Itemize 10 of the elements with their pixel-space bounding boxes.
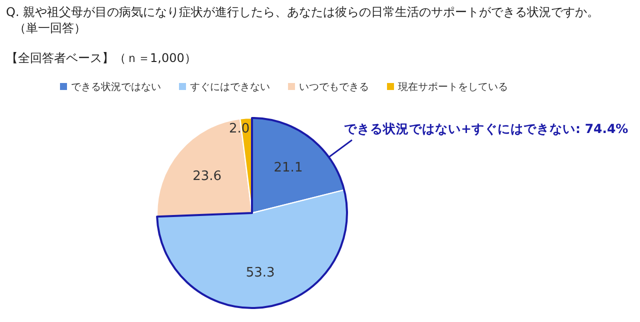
legend-label: できる状況ではない [71,81,161,93]
legend-label: いつでもできる [299,82,369,93]
text: できる状況ではない+すぐにはできない: 74.4% [344,121,629,136]
data-label: 53.3 [246,265,275,280]
legend-label: すぐにはできない [190,82,270,93]
chart-title: Q. 親や祖父母が目の病気になり症状が進行したら、あなたは彼らの日常生活のサポートができる状況ですか。（単一回答） [6,5,600,35]
data-label: 21.1 [274,160,303,176]
data-label: 23.6 [192,168,222,184]
legend-label: 現在サポートをしている [398,81,508,93]
chart-subtitle: 【全回答者ベース】（ｎ＝1,000） [6,51,196,65]
